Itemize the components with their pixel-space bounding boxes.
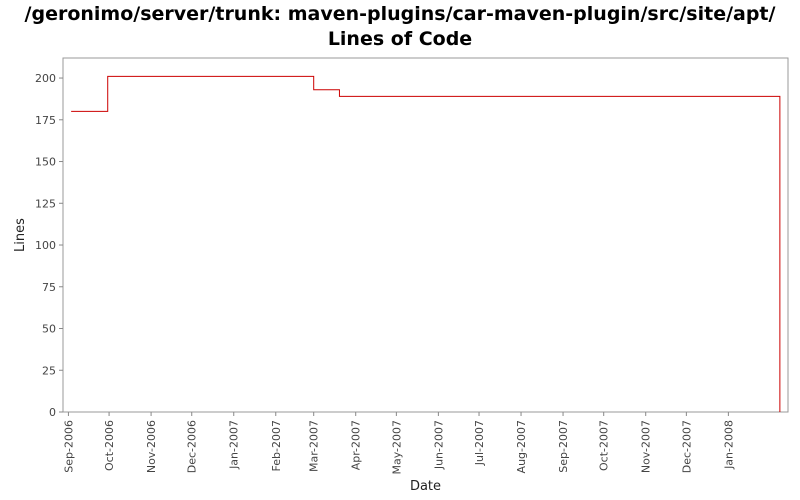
x-tick-label: Mar-2007 [308,420,321,472]
y-tick-label: 150 [35,156,56,169]
x-axis-label: Date [410,479,441,494]
y-tick-label: 75 [42,281,56,294]
y-axis: 0 25 50 75 100 125 150 175 200 [35,72,63,419]
chart-title-line-1: /geronimo/server/trunk: maven-plugins/ca… [24,3,776,25]
y-tick-label: 100 [35,239,56,252]
y-tick-label: 25 [42,364,56,377]
x-tick-label: Oct-2006 [103,420,116,471]
plot-area [62,57,789,413]
x-tick-label: Dec-2007 [680,420,693,473]
chart-title: /geronimo/server/trunk: maven-plugins/ca… [0,2,800,52]
y-tick-label: 0 [49,406,56,419]
series-layer [71,75,781,413]
chart-title-line-2: Lines of Code [327,28,473,50]
x-tick-label: Dec-2006 [186,420,199,473]
y-axis-label: Lines [13,218,28,252]
x-tick-label: Nov-2006 [145,420,158,473]
x-tick-label: Jan-2007 [228,420,241,470]
x-tick-label: Aug-2007 [515,420,528,473]
x-tick-label: Nov-2007 [640,420,653,473]
x-tick-label: Oct-2007 [598,420,611,471]
x-tick-label: Sep-2006 [62,420,75,473]
x-tick-label: Jun-2007 [432,420,445,470]
y-tick-label: 50 [42,323,56,336]
y-tick-label: 200 [35,72,56,85]
x-tick-label: May-2007 [390,420,403,475]
x-tick-label: Jul-2007 [473,420,486,466]
y-tick-label: 125 [35,197,56,210]
x-axis: Sep-2006 Oct-2006 Nov-2006 Dec-2006 Jan-2007… [62,412,735,475]
y-tick-label: 175 [35,114,56,127]
x-tick-label: Sep-2007 [557,420,570,473]
x-tick-label: Jan-2008 [722,420,735,470]
x-tick-label: Apr-2007 [350,420,363,470]
x-tick-label: Feb-2007 [270,420,283,471]
